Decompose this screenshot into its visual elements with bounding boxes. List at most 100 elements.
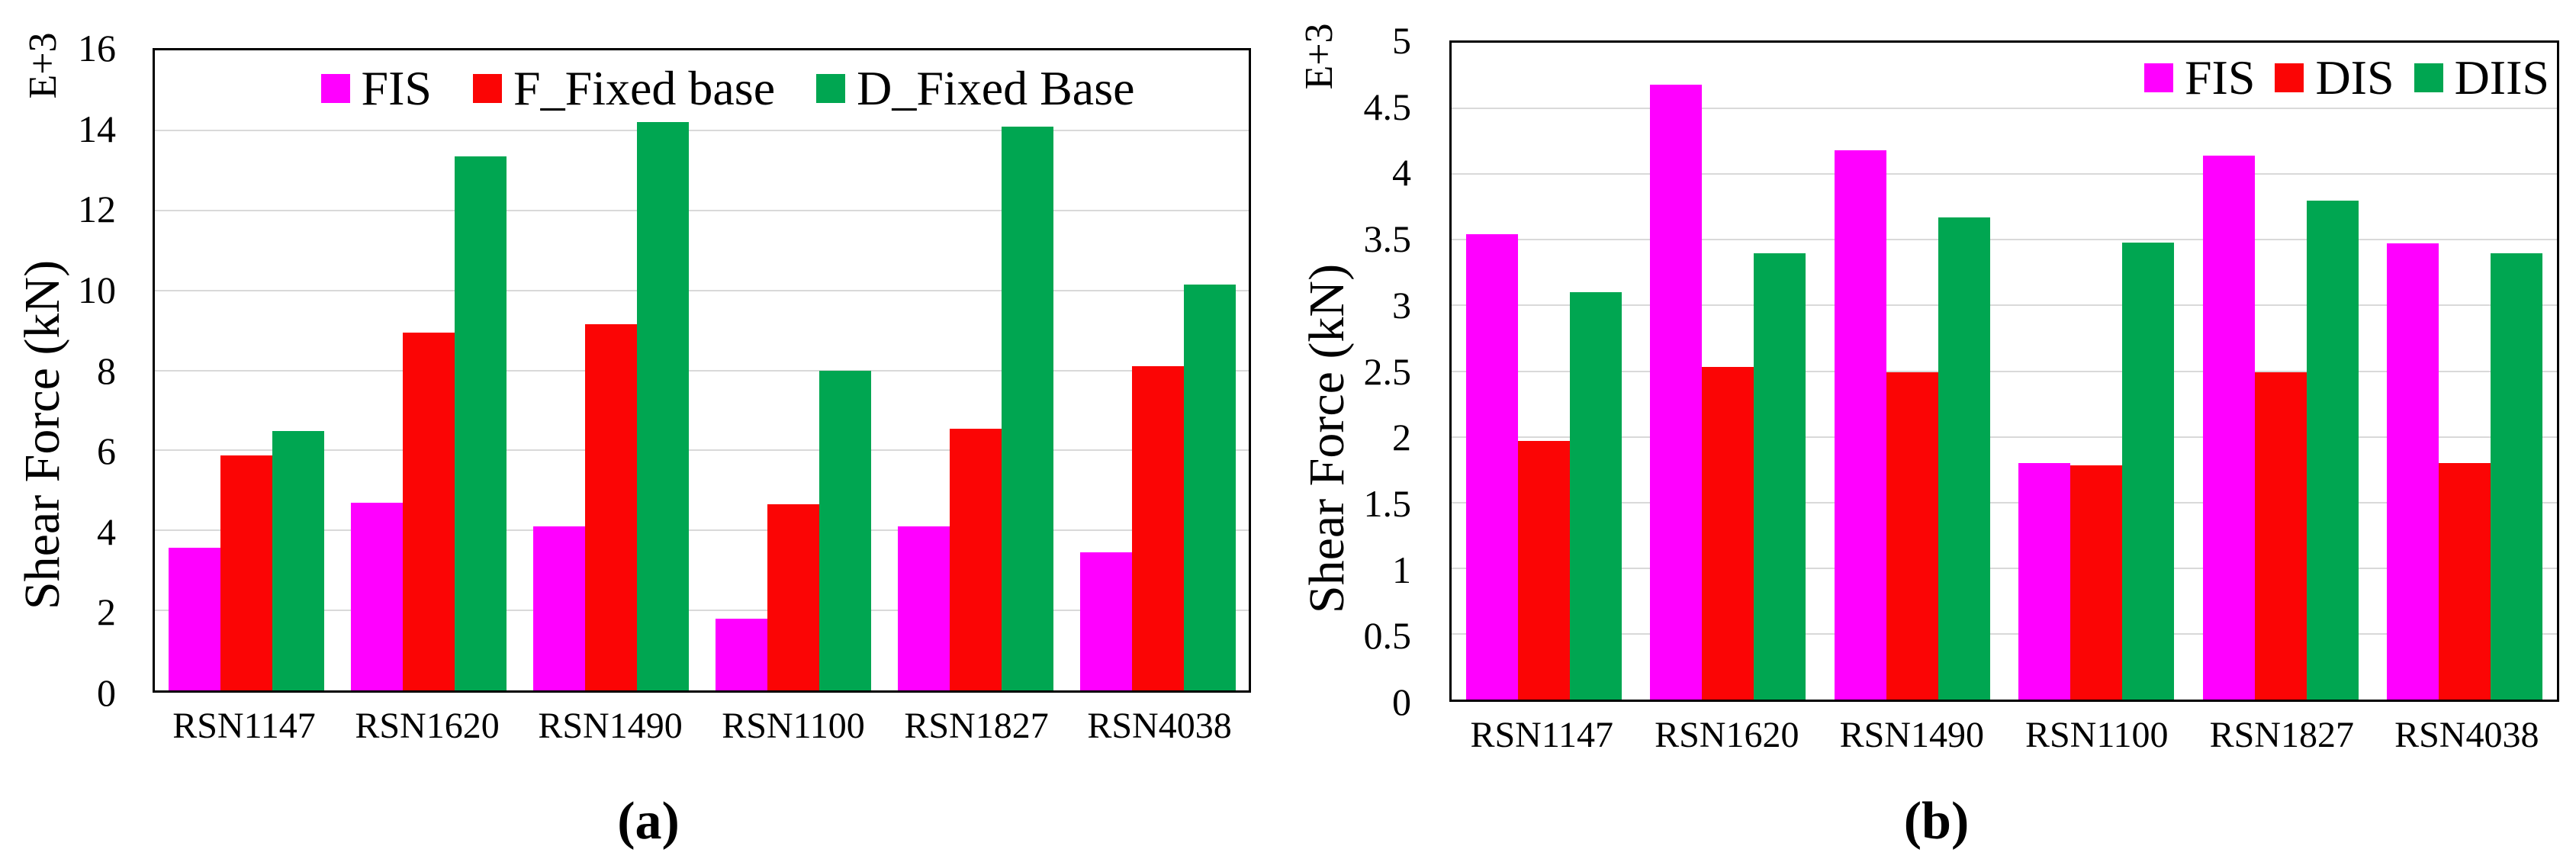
legend-label: DIIS bbox=[2454, 50, 2549, 105]
y-tick-label: 1.5 bbox=[1363, 481, 1412, 525]
bar-D_Fixed Base-RSN1827 bbox=[1001, 126, 1053, 690]
gridlines bbox=[155, 50, 1249, 690]
y-tick-label: 12 bbox=[78, 188, 116, 231]
x-tick-label: RSN1620 bbox=[355, 706, 500, 746]
gridline bbox=[1452, 436, 2557, 438]
y-tick-label: 1 bbox=[1392, 548, 1411, 591]
bar-F_Fixed base-RSN1100 bbox=[767, 503, 819, 690]
x-tick-label: RSN1620 bbox=[1655, 715, 1799, 755]
bar-FIS-RSN1147 bbox=[168, 547, 220, 690]
legend-item-FIS: FIS bbox=[320, 64, 432, 113]
bar-DIIS-RSN1100 bbox=[2122, 242, 2175, 700]
legend-swatch bbox=[2143, 63, 2173, 92]
y-tick-label: 2 bbox=[97, 590, 116, 634]
bar-group-RSN1100 bbox=[2005, 43, 2189, 700]
y-tick-label: 3 bbox=[1392, 283, 1411, 327]
legend-item-FIS: FIS bbox=[2143, 50, 2256, 105]
x-tick-label: RSN4038 bbox=[2394, 715, 2539, 755]
chart-panel-b: E+3 Shear Force (kN) 0 0.5 1 1.5 2 2.5 3 3.5 4 4.… bbox=[1297, 0, 2576, 859]
gridline bbox=[1452, 501, 2557, 503]
legend-item-DIS: DIS bbox=[2275, 53, 2394, 102]
bar-D_Fixed Base-RSN4038 bbox=[1183, 284, 1236, 690]
x-tick-label: RSN4038 bbox=[1087, 706, 1232, 746]
x-tick-label: RSN1147 bbox=[1470, 715, 1614, 755]
chart-panel-a: E+3 Shear Force (kN) 0 2 4 6 8 10 12 14 16 FIS F_… bbox=[0, 29, 1251, 848]
gridline bbox=[1452, 567, 2557, 569]
y-tick-label: 0 bbox=[97, 671, 116, 714]
bar-FIS-RSN1827 bbox=[2202, 156, 2255, 700]
gridline bbox=[1452, 173, 2557, 175]
y-tick-label: 5 bbox=[1392, 19, 1411, 62]
y-tick-label: 4.5 bbox=[1363, 85, 1412, 128]
gridline bbox=[155, 289, 1249, 291]
y-axis-tick-labels: 0 0.5 1 1.5 2 2.5 3 3.5 4 4.5 5 bbox=[1297, 21, 1412, 721]
x-axis-tick-labels: RSN1147 RSN1620 RSN1490 RSN1100 RSN1827 RSN40… bbox=[153, 706, 1251, 747]
x-tick-label: RSN1827 bbox=[904, 706, 1049, 746]
x-tick-label: RSN1490 bbox=[1839, 715, 1984, 755]
y-tick-label: 2.5 bbox=[1363, 349, 1412, 393]
bar-group-RSN4038 bbox=[1066, 50, 1249, 690]
bar-FIS-RSN1620 bbox=[1650, 85, 1703, 700]
bar-DIS-RSN1490 bbox=[1886, 372, 1938, 700]
x-tick-label: RSN1100 bbox=[722, 706, 865, 746]
bar-group-RSN4038 bbox=[2373, 43, 2558, 700]
bar-F_Fixed base-RSN1147 bbox=[220, 455, 272, 690]
legend-item-F_Fixed base: F_Fixed base bbox=[473, 64, 775, 113]
y-tick-label: 10 bbox=[78, 268, 116, 311]
bar-D_Fixed Base-RSN1490 bbox=[636, 122, 689, 690]
gridline bbox=[155, 610, 1249, 612]
panel-caption: (b) bbox=[1903, 792, 1970, 851]
bar-D_Fixed Base-RSN1147 bbox=[272, 430, 324, 690]
plot-area: FIS DIS DIIS bbox=[1449, 40, 2559, 702]
bar-F_Fixed base-RSN1827 bbox=[949, 428, 1002, 690]
legend-swatch bbox=[2414, 63, 2443, 92]
legend-label: FIS bbox=[2184, 50, 2256, 105]
bar-DIS-RSN1147 bbox=[1517, 440, 1570, 700]
y-tick-label: 4 bbox=[97, 510, 116, 553]
bar-DIS-RSN1620 bbox=[1702, 367, 1754, 700]
bar-DIS-RSN4038 bbox=[2439, 463, 2491, 700]
bar-FIS-RSN1490 bbox=[532, 526, 585, 690]
legend-item-D_Fixed Base: D_Fixed Base bbox=[816, 64, 1135, 113]
gridline bbox=[1452, 304, 2557, 307]
legend-swatch bbox=[320, 74, 350, 103]
bar-group-RSN1490 bbox=[1820, 43, 2005, 700]
bar-group-RSN1147 bbox=[155, 50, 337, 690]
legend-swatch bbox=[2275, 63, 2304, 92]
bar-FIS-RSN1100 bbox=[715, 618, 767, 690]
bar-F_Fixed base-RSN1490 bbox=[584, 324, 637, 690]
legend-swatch bbox=[473, 74, 502, 103]
legend-label: F_Fixed base bbox=[513, 61, 776, 115]
bars bbox=[1452, 43, 2557, 700]
plot-area: FIS F_Fixed base D_Fixed Base bbox=[153, 48, 1251, 693]
bar-group-RSN1827 bbox=[2188, 43, 2373, 700]
bar-DIS-RSN1827 bbox=[2254, 372, 2307, 700]
bar-DIIS-RSN1620 bbox=[1754, 253, 1806, 700]
gridline bbox=[1452, 370, 2557, 372]
bar-group-RSN1620 bbox=[337, 50, 519, 690]
gridline bbox=[155, 369, 1249, 372]
bar-FIS-RSN1147 bbox=[1465, 234, 1518, 700]
y-tick-label: 2 bbox=[1392, 416, 1411, 459]
y-tick-label: 6 bbox=[97, 430, 116, 473]
bar-F_Fixed base-RSN1620 bbox=[402, 332, 455, 690]
bar-D_Fixed Base-RSN1100 bbox=[818, 370, 871, 690]
gridline bbox=[1452, 239, 2557, 241]
y-tick-label: 3.5 bbox=[1363, 217, 1412, 261]
bar-group-RSN1100 bbox=[702, 50, 884, 690]
x-tick-label: RSN1827 bbox=[2209, 715, 2354, 755]
bar-DIIS-RSN1147 bbox=[1569, 292, 1622, 700]
gridline bbox=[155, 529, 1249, 532]
bar-F_Fixed base-RSN4038 bbox=[1131, 366, 1184, 690]
bar-group-RSN1490 bbox=[519, 50, 702, 690]
gridline bbox=[155, 209, 1249, 211]
bar-DIIS-RSN1827 bbox=[2306, 200, 2359, 700]
bar-DIS-RSN1100 bbox=[2070, 465, 2123, 700]
bar-group-RSN1147 bbox=[1452, 43, 1636, 700]
y-axis-tick-labels: 0 2 4 6 8 10 12 14 16 bbox=[0, 29, 116, 712]
y-tick-label: 0 bbox=[1392, 680, 1411, 723]
bar-group-RSN1827 bbox=[884, 50, 1066, 690]
bars bbox=[155, 50, 1249, 690]
bar-FIS-RSN1827 bbox=[897, 526, 950, 690]
bar-group-RSN1620 bbox=[1636, 43, 1821, 700]
